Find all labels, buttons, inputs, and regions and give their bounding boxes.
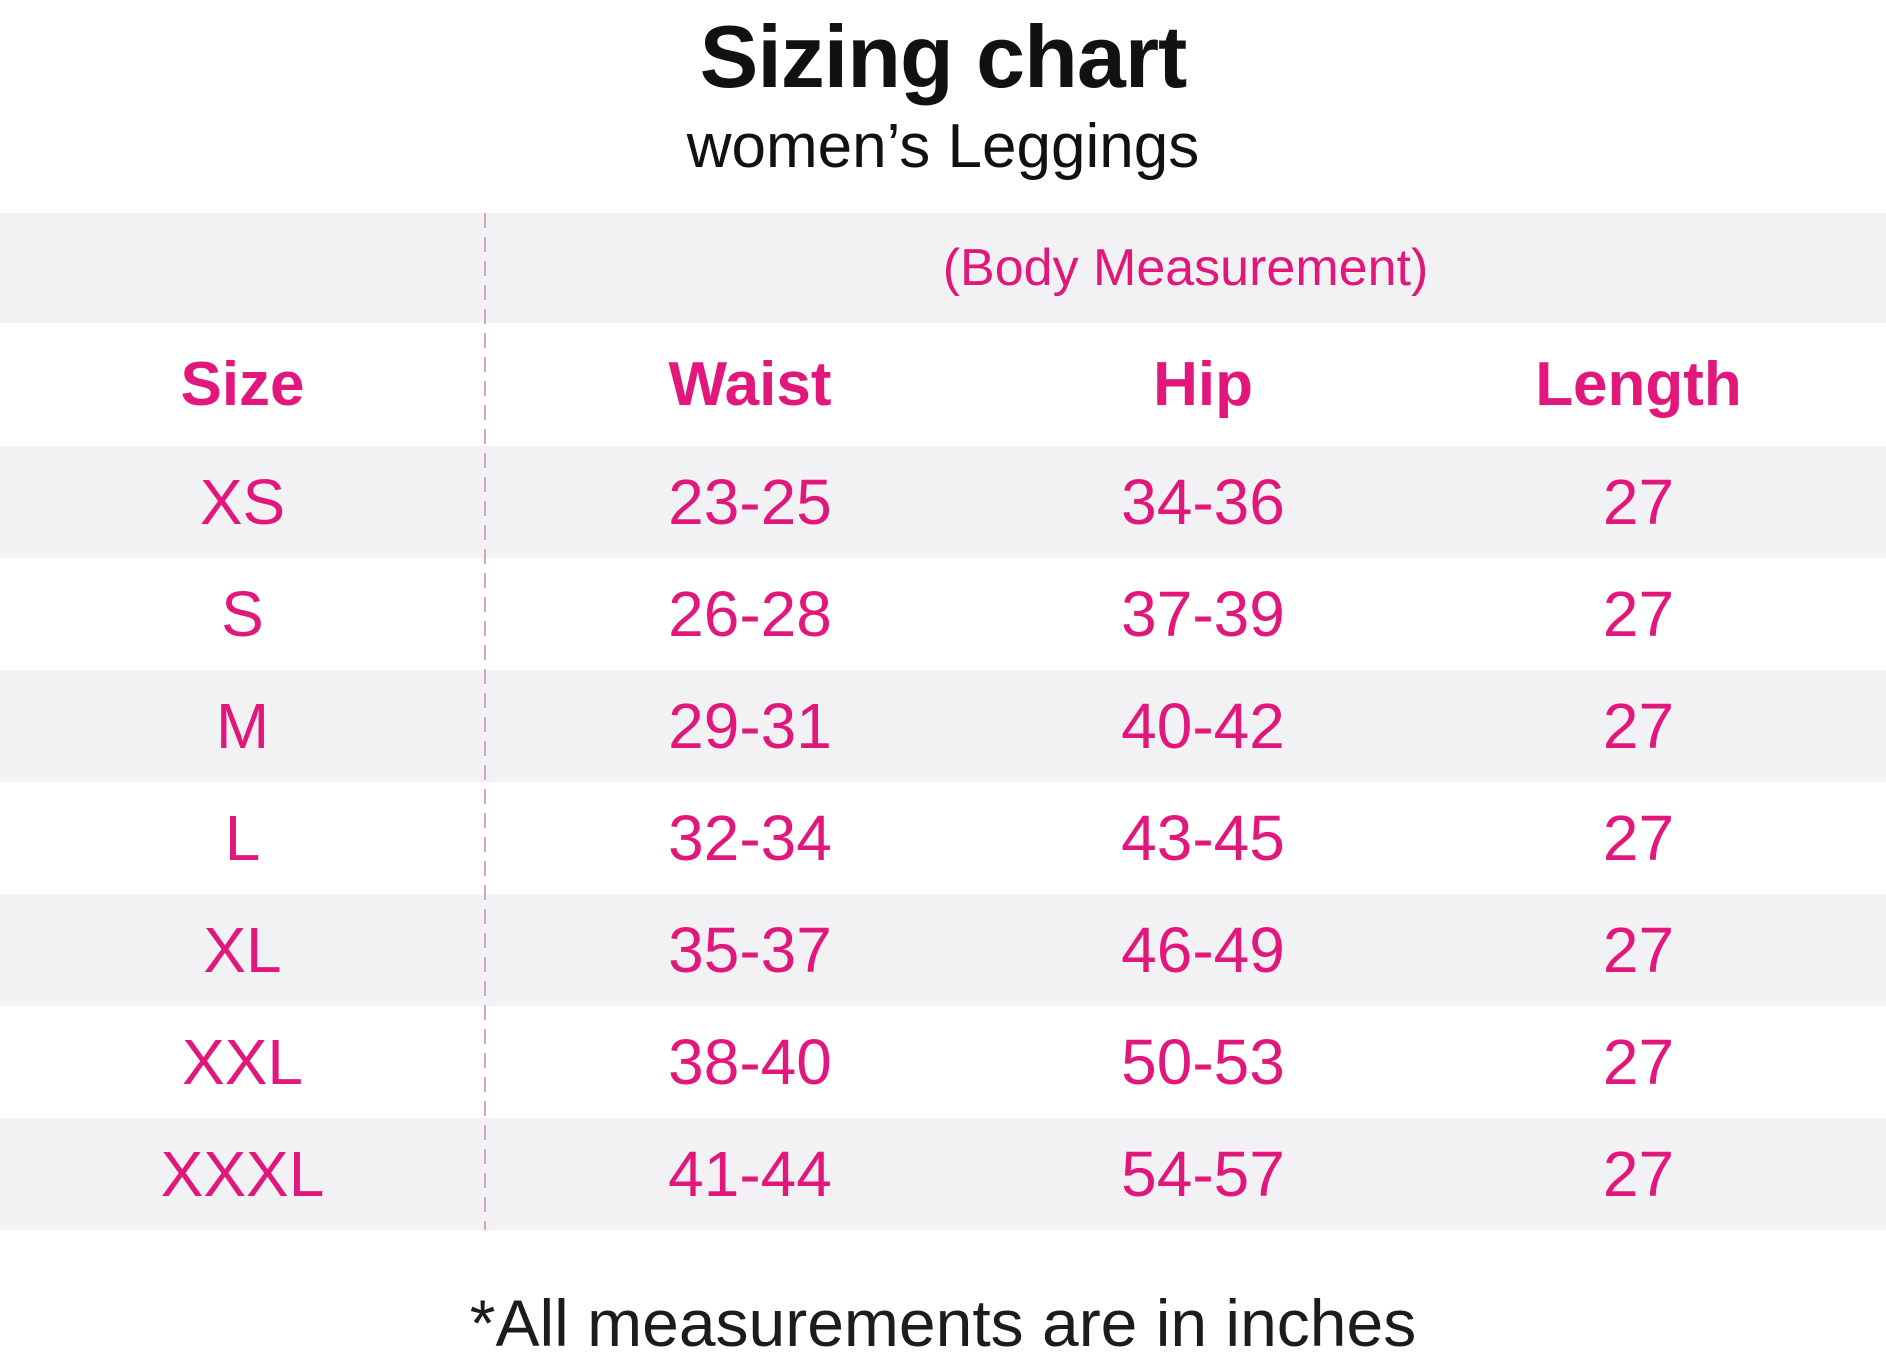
group-header-label: (Body Measurement) [942, 239, 1429, 297]
waist-cell: 32-34 [668, 802, 832, 874]
table-row-l: L 32-34 43-45 27 [0, 782, 1886, 894]
length-cell: 27 [1602, 466, 1675, 538]
page-header: Sizing chart women’s Leggings [0, 0, 1886, 213]
table-row-s: S 26-28 37-39 27 [0, 558, 1886, 670]
size-cell: XXL [182, 1026, 303, 1098]
column-header-length: Length [1535, 350, 1742, 419]
hip-cell: 37-39 [1121, 578, 1285, 650]
page-subtitle: women’s Leggings [686, 112, 1200, 181]
hip-cell: 50-53 [1121, 1026, 1285, 1098]
hip-cell: 43-45 [1121, 802, 1285, 874]
size-cell: M [215, 690, 270, 762]
length-cell: 27 [1602, 690, 1675, 762]
size-cell: S [221, 578, 264, 650]
column-header-row: Size Waist Hip Length [0, 323, 1886, 446]
sizing-table: (Body Measurement) Size Waist Hip Length… [0, 213, 1886, 1230]
hip-cell: 54-57 [1121, 1138, 1285, 1210]
column-header-waist: Waist [668, 350, 832, 419]
table-row-xxl: XXL 38-40 50-53 27 [0, 1006, 1886, 1118]
column-header-size: Size [180, 350, 305, 419]
length-cell: 27 [1602, 802, 1675, 874]
page-footer: *All measurements are in inches [0, 1230, 1886, 1364]
waist-cell: 41-44 [668, 1138, 832, 1210]
table-row-m: M 29-31 40-42 27 [0, 670, 1886, 782]
waist-cell: 38-40 [668, 1026, 832, 1098]
length-cell: 27 [1602, 1026, 1675, 1098]
table-row-xl: XL 35-37 46-49 27 [0, 894, 1886, 1006]
hip-cell: 34-36 [1121, 466, 1285, 538]
column-header-hip: Hip [1153, 350, 1253, 419]
body-measurement-row: (Body Measurement) [0, 213, 1886, 323]
waist-cell: 29-31 [668, 690, 832, 762]
footnote: *All measurements are in inches [469, 1286, 1417, 1360]
table-row-xxxl: XXXL 41-44 54-57 27 [0, 1118, 1886, 1230]
size-cell: XS [199, 466, 286, 538]
page-title: Sizing chart [699, 7, 1188, 106]
size-cell: XL [203, 914, 282, 986]
table-row-xs: XS 23-25 34-36 27 [0, 446, 1886, 558]
length-cell: 27 [1602, 1138, 1675, 1210]
waist-cell: 26-28 [668, 578, 832, 650]
waist-cell: 35-37 [668, 914, 832, 986]
waist-cell: 23-25 [668, 466, 832, 538]
hip-cell: 46-49 [1121, 914, 1285, 986]
length-cell: 27 [1602, 578, 1675, 650]
hip-cell: 40-42 [1121, 690, 1285, 762]
length-cell: 27 [1602, 914, 1675, 986]
size-cell: XXXL [160, 1138, 325, 1210]
size-cell: L [224, 802, 261, 874]
